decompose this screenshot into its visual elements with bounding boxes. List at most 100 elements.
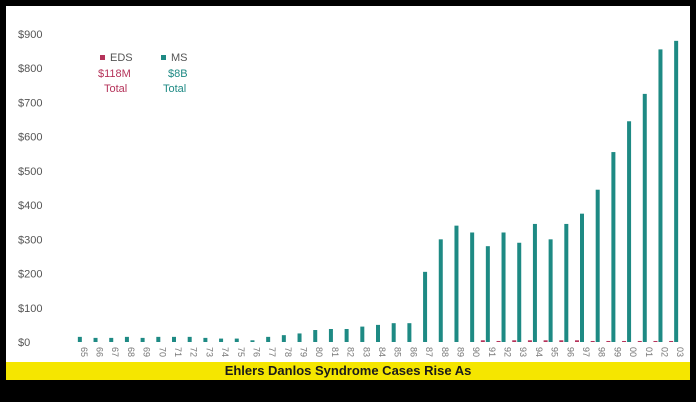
ms-bar [658, 49, 663, 343]
eds-series [480, 340, 674, 342]
ms-bar [187, 336, 192, 342]
y-tick-label: $0 [18, 337, 30, 349]
x-tick-label: 77 [267, 347, 277, 357]
ms-bar [360, 326, 365, 342]
ms-bar [517, 242, 522, 342]
ms-bar [172, 336, 176, 342]
ms-bar [109, 337, 114, 342]
ms-bar [376, 324, 380, 342]
x-tick-label: 86 [408, 347, 418, 357]
ms-bar [328, 328, 333, 342]
ms-bar [219, 338, 224, 342]
x-tick-label: 72 [189, 347, 199, 357]
ms-bar [156, 336, 161, 342]
eds-bar [527, 340, 532, 342]
ms-bar [203, 337, 208, 342]
ms-bar [564, 223, 569, 342]
ms-bar [344, 328, 349, 342]
x-tick-label: 93 [518, 347, 528, 357]
chart-area: $0 $100 $200 $300 $400 $500 $600 $700 $800 $900 6… [6, 6, 690, 362]
eds-bar [512, 340, 517, 342]
legend-swatch-ms [161, 55, 166, 60]
x-tick-label: 83 [361, 347, 371, 357]
legend-note2-eds: Total [104, 83, 127, 95]
x-tick-label: 67 [110, 347, 120, 357]
ms-bar [313, 330, 318, 342]
x-tick-label: 87 [424, 347, 434, 357]
x-tick-label: 85 [393, 347, 403, 357]
ms-bar [454, 225, 459, 342]
eds-bar [543, 340, 548, 342]
ms-bar [438, 239, 443, 342]
x-tick-label: 97 [581, 347, 591, 357]
x-tick-label: 96 [565, 347, 575, 357]
ms-bar [470, 232, 475, 342]
eds-bar [669, 340, 674, 342]
x-tick-label: 68 [126, 347, 136, 357]
y-tick-label: $900 [18, 29, 42, 41]
eds-bar [496, 340, 501, 342]
ms-bar [627, 121, 632, 343]
x-tick-label: 92 [503, 347, 513, 357]
eds-bar [622, 340, 627, 342]
eds-bar [575, 340, 579, 342]
ms-bar [532, 223, 537, 342]
ms-bar [595, 189, 600, 342]
x-tick-label: 02 [659, 347, 669, 357]
x-tick-label: 65 [79, 347, 89, 357]
x-tick-label: 01 [644, 347, 654, 357]
legend-label-eds: EDS [110, 52, 133, 64]
ms-bar [234, 338, 239, 342]
y-tick-label: $100 [18, 303, 42, 315]
x-tick-label: 75 [236, 347, 246, 357]
ms-bar [93, 337, 98, 342]
eds-bar [653, 340, 658, 342]
x-tick-label: 91 [487, 347, 497, 357]
legend-label-ms: MS [171, 52, 188, 64]
x-tick-label: 80 [314, 347, 324, 357]
x-tick-label: 76 [251, 347, 261, 357]
ms-bar [580, 213, 584, 342]
x-tick-label: 69 [142, 347, 152, 357]
y-tick-label: $500 [18, 166, 42, 178]
x-tick-label: 78 [283, 347, 293, 357]
eds-bar [480, 340, 485, 342]
x-tick-label: 82 [346, 347, 356, 357]
ms-bar [124, 336, 129, 342]
x-tick-label: 74 [220, 347, 230, 357]
legend-note-ms: $8B [168, 68, 188, 80]
legend-note2-ms: Total [163, 83, 186, 95]
ms-bar [140, 337, 145, 342]
ms-bar [391, 323, 396, 342]
bar-chart: $0 $100 $200 $300 $400 $500 $600 $700 $800 $900 6… [18, 29, 685, 357]
ms-bar [297, 333, 302, 342]
x-tick-label: 00 [628, 347, 638, 357]
x-tick-label: 95 [550, 347, 560, 357]
ms-bar [266, 336, 271, 342]
x-axis: 65 66 67 68 69 70 71 72 73 74 75 76 77 78 79 80 81 82 83 84… [79, 347, 685, 357]
legend: EDS $118M Total MS $8B Total [98, 52, 188, 95]
y-tick-label: $600 [18, 132, 42, 144]
x-tick-label: 90 [471, 347, 481, 357]
x-tick-label: 81 [330, 347, 340, 357]
ms-series [77, 40, 679, 343]
ms-bar [501, 232, 506, 342]
y-tick-label: $200 [18, 269, 42, 281]
ms-bar [250, 340, 255, 342]
x-tick-label: 94 [534, 347, 544, 357]
legend-swatch-eds [100, 55, 105, 60]
x-tick-label: 88 [440, 347, 450, 357]
y-tick-label: $300 [18, 234, 42, 246]
caption-banner: Ehlers Danlos Syndrome Cases Rise As [6, 362, 690, 380]
ms-bar [407, 323, 412, 342]
x-tick-label: 73 [204, 347, 214, 357]
ms-bar [77, 336, 82, 342]
x-tick-label: 89 [455, 347, 465, 357]
eds-bar [590, 340, 595, 342]
x-tick-label: 79 [299, 347, 309, 357]
eds-bar [559, 340, 564, 342]
eds-bar [637, 340, 642, 342]
y-axis: $0 $100 $200 $300 $400 $500 $600 $700 $800 $900 [18, 29, 42, 349]
legend-note-eds: $118M [98, 68, 131, 80]
ms-bar [281, 335, 286, 342]
